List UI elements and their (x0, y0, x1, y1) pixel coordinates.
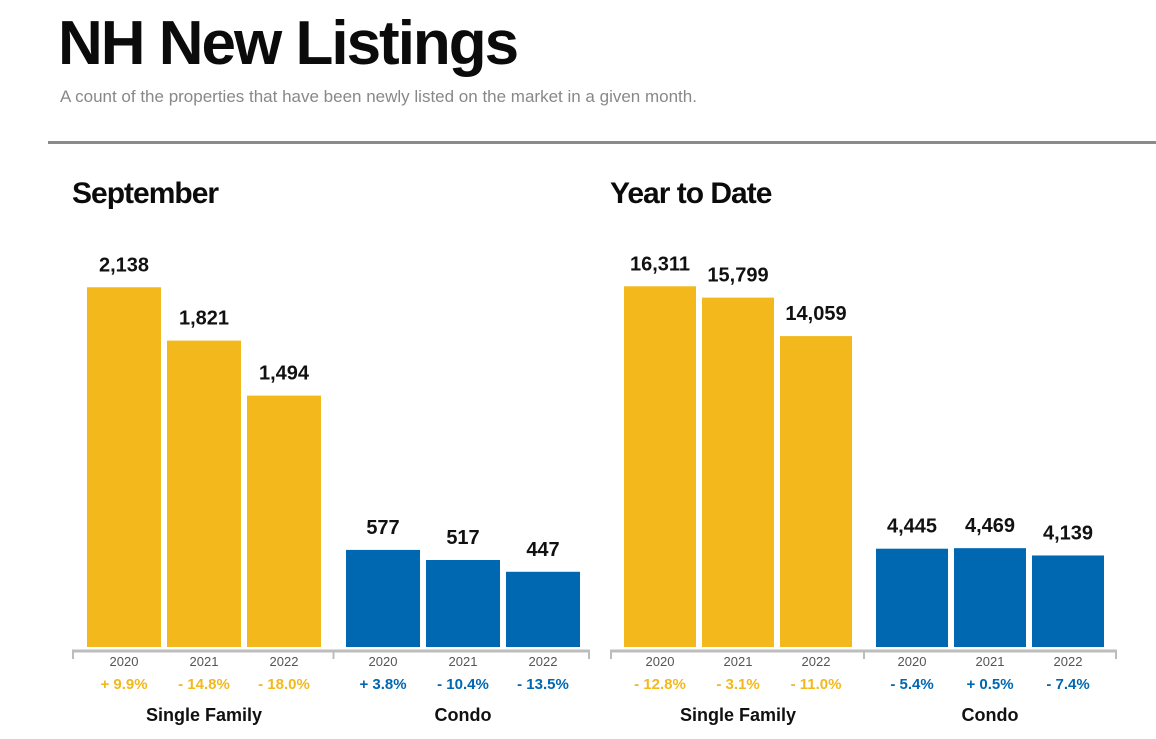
group-label-single-family: Single Family (680, 705, 796, 725)
bar-september-single-family-2021 (167, 340, 241, 647)
header-divider (48, 141, 1156, 144)
x-tick-label: 2020 (369, 654, 398, 669)
bar-ytd-condo-2022 (1032, 555, 1104, 647)
page-title: NH New Listings (58, 9, 519, 78)
change-label: + 0.5% (966, 676, 1013, 693)
change-label: + 3.8% (359, 676, 406, 693)
x-tick-label: 2022 (529, 654, 558, 669)
x-tick-label: 2020 (646, 654, 675, 669)
x-tick-label: 2022 (1054, 654, 1083, 669)
bar-ytd-condo-2020 (876, 548, 948, 647)
change-label: - 14.8% (178, 676, 230, 693)
group-label-condo: Condo (435, 705, 492, 725)
change-label: - 11.0% (791, 676, 842, 693)
x-tick-label: 2020 (898, 654, 927, 669)
data-label: 1,494 (259, 363, 310, 385)
data-label: 517 (446, 527, 479, 549)
data-label: 447 (526, 539, 559, 561)
group-label-single-family: Single Family (146, 705, 262, 725)
data-label: 16,311 (630, 253, 690, 275)
x-tick-label: 2021 (190, 654, 219, 669)
bar-ytd-condo-2021 (954, 548, 1026, 647)
bar-ytd-single-family-2021 (702, 297, 774, 647)
data-label: 1,821 (179, 308, 229, 330)
data-label: 2,138 (99, 254, 149, 276)
change-label: - 7.4% (1046, 676, 1089, 693)
bar-september-condo-2022 (506, 571, 580, 647)
x-tick-label: 2022 (270, 654, 299, 669)
change-label: + 9.9% (100, 676, 147, 693)
bar-september-single-family-2020 (87, 287, 161, 647)
panel-title-year-to-date: Year to Date (610, 177, 772, 210)
data-label: 4,445 (887, 516, 937, 538)
x-tick-label: 2020 (110, 654, 139, 669)
x-tick-label: 2021 (976, 654, 1005, 669)
change-label: - 18.0% (258, 676, 310, 693)
data-label: 15,799 (707, 265, 768, 287)
x-tick-label: 2022 (802, 654, 831, 669)
bar-september-single-family-2022 (247, 395, 321, 647)
x-tick-label: 2021 (449, 654, 478, 669)
change-label: - 10.4% (437, 676, 489, 693)
data-label: 14,059 (785, 303, 846, 325)
bar-september-condo-2021 (426, 560, 500, 647)
change-label: - 5.4% (890, 676, 933, 693)
bar-ytd-single-family-2022 (780, 336, 852, 647)
x-tick-label: 2021 (724, 654, 753, 669)
panel-title-september: September (72, 177, 219, 210)
bar-september-condo-2020 (346, 549, 420, 647)
page-subtitle: A count of the properties that have been… (60, 87, 697, 106)
change-label: - 13.5% (517, 676, 569, 693)
data-label: 4,139 (1043, 522, 1093, 544)
group-label-condo: Condo (962, 705, 1019, 725)
change-label: - 12.8% (634, 676, 686, 693)
data-label: 577 (366, 517, 399, 539)
data-label: 4,469 (965, 515, 1015, 537)
bar-ytd-single-family-2020 (624, 286, 696, 647)
change-label: - 3.1% (716, 676, 759, 693)
